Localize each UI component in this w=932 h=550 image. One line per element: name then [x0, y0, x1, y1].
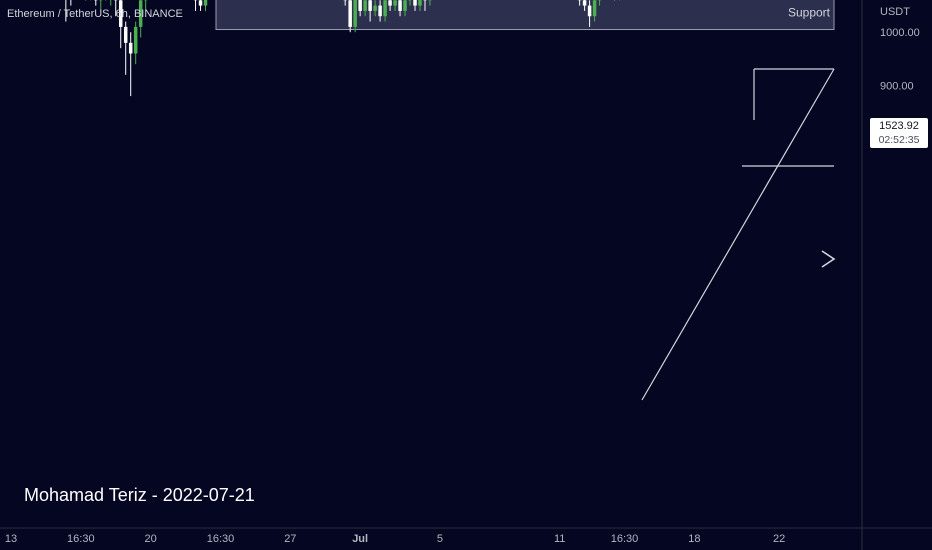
bar-countdown: 02:52:35	[878, 134, 920, 146]
candle-body-74	[373, 5, 377, 11]
x-tick-label-4: 27	[284, 533, 296, 545]
axis-unit-label[interactable]: USDT	[880, 6, 910, 18]
x-tick-label-2: 20	[145, 533, 157, 545]
x-tick-label-3: 16:30	[207, 533, 235, 545]
zone-2	[215, 0, 835, 31]
candle-body-83	[418, 0, 422, 6]
candle-body-40	[203, 0, 208, 6]
candle-body-76	[383, 0, 387, 17]
candle-body-72	[363, 0, 367, 11]
candle-body-27	[138, 0, 143, 27]
symbol-title[interactable]: Ethereum / TetherUS, 6h, BINANCE	[7, 8, 183, 20]
candle-body-116	[582, 0, 587, 6]
x-tick-label-7: 11	[554, 533, 565, 545]
x-tick-label-5: Jul	[352, 533, 368, 545]
candle-body-26	[133, 26, 138, 54]
x-tick-label-6: 5	[437, 533, 443, 545]
candle-body-25	[128, 42, 133, 54]
x-tick-label-1: 16:30	[67, 533, 95, 545]
candle-body-39	[198, 0, 203, 6]
candle-body-78	[393, 0, 397, 6]
author-watermark: Mohamad Teriz - 2022-07-21	[24, 485, 255, 505]
candle-body-82	[413, 0, 417, 6]
y-tick-label-2: 1000.00	[880, 27, 920, 39]
y-tick-label-1: 900.00	[880, 80, 914, 92]
candle-body-77	[388, 0, 392, 6]
zone-label-2: Support	[788, 5, 831, 19]
candle-body-79	[398, 0, 402, 11]
candle-body-80	[403, 0, 407, 11]
trendline-rising	[641, 68, 835, 401]
candle-body-69	[348, 0, 352, 27]
resistance-arrow	[821, 250, 836, 268]
candle-body-70	[353, 0, 357, 27]
candle-body-73	[368, 0, 372, 11]
x-tick-label-0: 13	[5, 533, 17, 545]
candle-body-75	[378, 5, 382, 17]
last-price-value: 1523.92	[879, 120, 919, 132]
candle-body-23	[118, 0, 123, 27]
x-tick-label-8: 16:30	[611, 533, 639, 545]
candle-body-24	[123, 26, 128, 43]
last-price-badge: 1523.92 02:52:35	[870, 118, 928, 148]
candle-body-118	[592, 0, 597, 17]
candle-body-71	[358, 0, 362, 11]
candle-body-117	[587, 5, 592, 17]
x-tick-label-9: 18	[688, 533, 700, 545]
x-tick-label-10: 22	[773, 533, 785, 545]
